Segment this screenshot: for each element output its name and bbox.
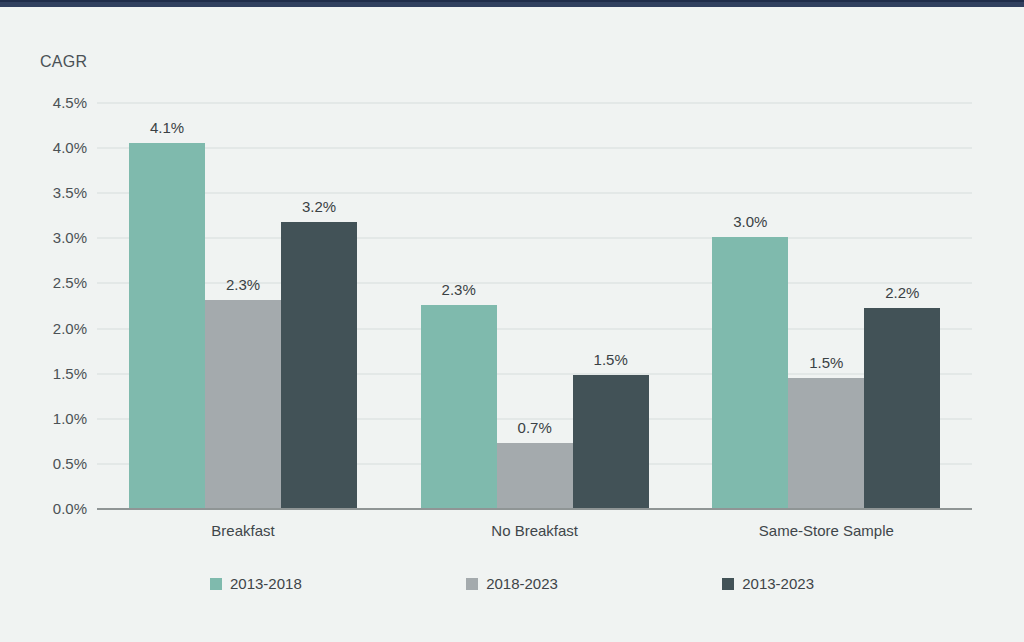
- legend-label: 2013-2023: [742, 575, 814, 592]
- y-tick-label: 1.5%: [27, 365, 87, 383]
- bar-2013-2023-Breakfast: [281, 222, 357, 509]
- gridline: [97, 192, 972, 194]
- bar-2013-2018-Same-Store Sample: [712, 237, 788, 509]
- bar-value-label: 2.2%: [842, 284, 962, 302]
- y-tick-label: 3.5%: [27, 184, 87, 202]
- legend-item-2013-2018: 2013-2018: [210, 575, 302, 592]
- bar-value-label: 2.3%: [399, 281, 519, 299]
- bar-2013-2023-Same-Store Sample: [864, 308, 940, 509]
- plot-area: 4.1%2.3%3.2%2.3%0.7%1.5%3.0%1.5%2.2%: [97, 103, 972, 509]
- category-label-breakfast: Breakfast: [97, 522, 389, 539]
- category-label-no-breakfast: No Breakfast: [389, 522, 681, 539]
- legend-swatch-icon: [210, 578, 222, 590]
- bar-2013-2018-Breakfast: [129, 143, 205, 509]
- gridline: [97, 102, 972, 104]
- category-label-same-store-sample: Same-Store Sample: [680, 522, 972, 539]
- top-accent-bar: [0, 0, 1024, 7]
- y-tick-label: 0.0%: [27, 500, 87, 518]
- gridline: [97, 147, 972, 149]
- chart-title: CAGR: [40, 53, 87, 71]
- y-tick-label: 2.5%: [27, 274, 87, 292]
- bar-2018-2023-No Breakfast: [497, 443, 573, 509]
- y-tick-label: 3.0%: [27, 229, 87, 247]
- bar-value-label: 3.2%: [259, 198, 379, 216]
- legend-item-2018-2023: 2018-2023: [466, 575, 558, 592]
- bar-2018-2023-Same-Store Sample: [788, 378, 864, 509]
- chart-page: CAGR 4.1%2.3%3.2%2.3%0.7%1.5%3.0%1.5%2.2…: [0, 0, 1024, 642]
- legend-label: 2013-2018: [230, 575, 302, 592]
- gridline: [97, 237, 972, 239]
- bar-value-label: 3.0%: [690, 213, 810, 231]
- x-axis-line: [97, 508, 972, 510]
- bar-2013-2018-No Breakfast: [421, 305, 497, 509]
- bar-value-label: 1.5%: [551, 351, 671, 369]
- legend-item-2013-2023: 2013-2023: [722, 575, 814, 592]
- bar-value-label: 4.1%: [107, 119, 227, 137]
- y-tick-label: 0.5%: [27, 455, 87, 473]
- legend-label: 2018-2023: [486, 575, 558, 592]
- y-tick-label: 4.0%: [27, 139, 87, 157]
- y-tick-label: 1.0%: [27, 410, 87, 428]
- bar-2018-2023-Breakfast: [205, 300, 281, 509]
- y-tick-label: 4.5%: [27, 94, 87, 112]
- legend-swatch-icon: [466, 578, 478, 590]
- y-tick-label: 2.0%: [27, 320, 87, 338]
- legend: 2013-2018 2018-2023 2013-2023: [210, 575, 814, 592]
- bar-2013-2023-No Breakfast: [573, 375, 649, 509]
- legend-swatch-icon: [722, 578, 734, 590]
